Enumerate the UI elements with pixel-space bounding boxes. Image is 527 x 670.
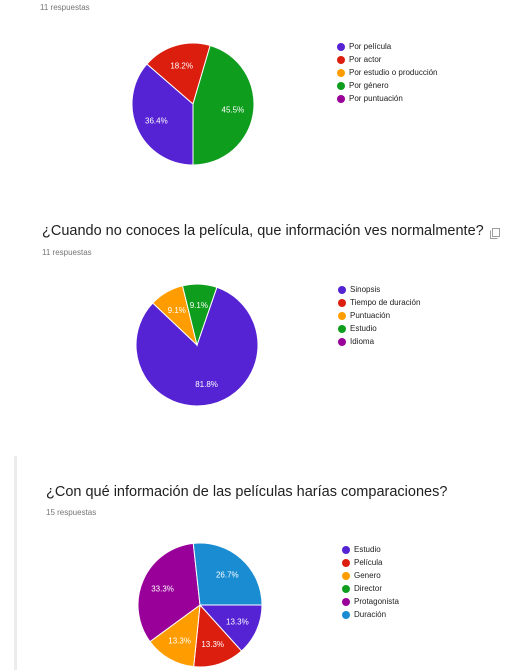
legend-swatch xyxy=(337,68,345,77)
card-accent-bar xyxy=(14,456,17,670)
legend-item: Por género xyxy=(337,79,438,92)
legend-item: Duración xyxy=(342,608,399,621)
legend-swatch xyxy=(337,94,345,103)
legend-label: Estudio xyxy=(354,545,381,554)
legend-label: Por película xyxy=(349,42,392,51)
question-card-1: 11 respuestas 36.4% 18.2% 45.5% Por pelícu… xyxy=(0,0,527,200)
legend-item: Por puntuación xyxy=(337,92,438,105)
pie-slice-por-actor xyxy=(146,42,211,105)
legend-swatch xyxy=(342,558,350,567)
legend-swatch xyxy=(338,324,346,333)
legend-item: Idioma xyxy=(338,335,420,348)
legend-item: Por estudio o producción xyxy=(337,66,438,79)
legend-label: Duración xyxy=(354,610,387,619)
legend-item: Por película xyxy=(337,40,438,53)
response-count: 15 respuestas xyxy=(46,508,97,517)
slice-value-label: 9.1% xyxy=(190,301,208,310)
legend-swatch xyxy=(338,298,346,307)
legend-label: Película xyxy=(354,558,383,567)
legend-label: Puntuación xyxy=(350,311,391,320)
legend-item: Genero xyxy=(342,569,399,582)
legend-swatch xyxy=(338,337,346,346)
pie-slice-estudio xyxy=(181,283,218,347)
slice-value-label: 81.8% xyxy=(195,380,218,389)
legend-swatch xyxy=(342,610,350,619)
legend-label: Por puntuación xyxy=(349,94,403,103)
pie-chart: 36.4% 18.2% 45.5% xyxy=(131,42,255,166)
legend-item: Director xyxy=(342,582,399,595)
question-title: ¿Con qué información de las películas ha… xyxy=(46,484,448,500)
pie-slice-por-película xyxy=(131,63,194,166)
legend-swatch xyxy=(337,42,345,51)
chart-legend: Sinopsis Tiempo de duración Puntuación Estu… xyxy=(338,283,420,348)
legend-swatch xyxy=(337,55,345,64)
slice-value-label: 13.3% xyxy=(168,637,191,646)
legend-item: Tiempo de duración xyxy=(338,296,420,309)
slice-value-label: 9.1% xyxy=(168,306,186,315)
question-title: ¿Cuando no conoces la película, que info… xyxy=(42,223,484,239)
response-count: 11 respuestas xyxy=(42,248,92,257)
legend-swatch xyxy=(342,571,350,580)
pie-slice-duración xyxy=(192,542,263,606)
legend-label: Sinopsis xyxy=(350,285,381,294)
slice-value-label: 26.7% xyxy=(216,571,239,580)
legend-item: Película xyxy=(342,556,399,569)
pie-slice-sinopsis xyxy=(135,286,259,407)
legend-label: Idioma xyxy=(350,337,375,346)
pie-chart: 13.3% 13.3% 13.3% 33.3% 26.7% xyxy=(137,542,263,668)
copy-icon[interactable] xyxy=(490,228,500,239)
legend-item: Sinopsis xyxy=(338,283,420,296)
legend-swatch xyxy=(338,311,346,320)
question-card-2: ¿Cuando no conoces la película, que info… xyxy=(42,223,500,407)
legend-item: Por actor xyxy=(337,53,438,66)
slice-value-label: 18.2% xyxy=(170,61,193,70)
pie-chart: 81.8% 9.1% 9.1% xyxy=(135,283,259,407)
chart-legend: Por película Por actor Por estudio o produ… xyxy=(337,40,438,105)
legend-swatch xyxy=(342,597,350,606)
slice-value-label: 33.3% xyxy=(151,584,174,593)
legend-item: Estudio xyxy=(342,543,399,556)
slice-value-label: 13.3% xyxy=(201,640,224,649)
slice-value-label: 45.5% xyxy=(222,106,245,115)
pie-slice-por-género xyxy=(192,44,255,166)
legend-label: Por estudio o producción xyxy=(349,68,438,77)
slice-value-label: 36.4% xyxy=(145,117,168,126)
legend-item: Puntuación xyxy=(338,309,420,322)
legend-label: Por género xyxy=(349,81,389,90)
legend-swatch xyxy=(337,81,345,90)
legend-label: Genero xyxy=(354,571,381,580)
legend-item: Protagonista xyxy=(342,595,399,608)
slice-value-label: 13.3% xyxy=(226,618,249,627)
legend-label: Director xyxy=(354,584,383,593)
legend-swatch xyxy=(342,584,350,593)
legend-label: Protagonista xyxy=(354,597,399,606)
chart-legend: Estudio Película Genero Director Protagonist… xyxy=(342,543,399,621)
legend-swatch xyxy=(338,285,346,294)
pie-slice-protagonista xyxy=(137,542,201,643)
legend-label: Estudio xyxy=(350,324,377,333)
legend-label: Por actor xyxy=(349,55,382,64)
response-count: 11 respuestas xyxy=(40,3,90,12)
legend-label: Tiempo de duración xyxy=(350,298,421,307)
legend-item: Estudio xyxy=(338,322,420,335)
legend-swatch xyxy=(342,545,350,554)
